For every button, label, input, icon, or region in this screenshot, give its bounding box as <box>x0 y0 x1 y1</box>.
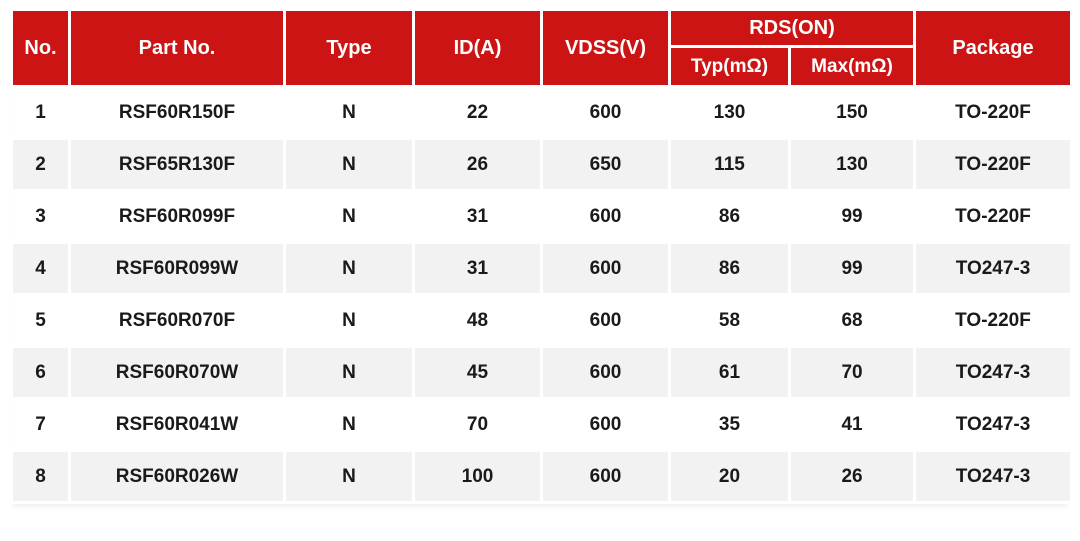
header-row-sub: Typ(mΩ) Max(mΩ) <box>12 45 1072 88</box>
cell-rds-typ: 20 <box>668 449 791 504</box>
cell-id-a: 22 <box>412 85 543 140</box>
cell-rds-max: 99 <box>787 241 917 296</box>
cell-no: 3 <box>10 189 71 244</box>
cell-id-a: 70 <box>412 397 543 452</box>
table-row: 1 RSF60R150F N 22 600 130 150 TO-220F <box>10 85 1074 140</box>
cell-no: 8 <box>10 449 71 504</box>
cell-package: TO-220F <box>913 189 1074 244</box>
cell-rds-max: 130 <box>787 137 917 192</box>
cell-type: N <box>283 293 415 348</box>
cell-package: TO247-3 <box>913 397 1074 452</box>
cell-rds-typ: 35 <box>668 397 791 452</box>
cell-type: N <box>283 345 415 400</box>
table-row: 2 RSF65R130F N 26 650 115 130 TO-220F <box>10 137 1074 192</box>
table-row: 4 RSF60R099W N 31 600 86 99 TO247-3 <box>10 241 1074 296</box>
cell-id-a: 31 <box>412 241 543 296</box>
cell-type: N <box>283 85 415 140</box>
cell-no: 7 <box>10 397 71 452</box>
cell-rds-max: 26 <box>787 449 917 504</box>
cell-type: N <box>283 397 415 452</box>
cell-id-a: 26 <box>412 137 543 192</box>
cell-package: TO-220F <box>913 293 1074 348</box>
cell-rds-max: 41 <box>787 397 917 452</box>
col-header-part-no: Part No. <box>68 8 286 88</box>
cell-rds-typ: 58 <box>668 293 791 348</box>
cell-part-no: RSF60R070W <box>68 345 286 400</box>
table-header: No. Part No. Type ID(A) VDSS(V) RDS(ON) … <box>10 8 1074 88</box>
col-header-vdss-v: VDSS(V) <box>540 8 671 88</box>
cell-vdss-v: 600 <box>540 85 671 140</box>
cell-vdss-v: 600 <box>540 293 671 348</box>
cell-rds-max: 68 <box>787 293 917 348</box>
cell-part-no: RSF60R041W <box>68 397 286 452</box>
cell-type: N <box>283 189 415 244</box>
cell-package: TO247-3 <box>913 345 1074 400</box>
cell-vdss-v: 650 <box>540 137 671 192</box>
col-header-type: Type <box>283 8 415 88</box>
cell-rds-typ: 86 <box>668 241 791 296</box>
cell-no: 1 <box>10 85 71 140</box>
col-header-rds-on-group: RDS(ON) <box>667 8 917 48</box>
col-header-no: No. <box>10 8 71 88</box>
cell-package: TO-220F <box>913 85 1074 140</box>
cell-no: 4 <box>10 241 71 296</box>
cell-part-no: RSF65R130F <box>68 137 286 192</box>
cell-package: TO247-3 <box>913 449 1074 504</box>
cell-vdss-v: 600 <box>540 449 671 504</box>
cell-package: TO247-3 <box>913 241 1074 296</box>
cell-part-no: RSF60R099F <box>68 189 286 244</box>
cell-part-no: RSF60R150F <box>68 85 286 140</box>
cell-rds-max: 70 <box>787 345 917 400</box>
table-body: 1 RSF60R150F N 22 600 130 150 TO-220F 2 … <box>10 85 1074 504</box>
cell-no: 6 <box>10 345 71 400</box>
cell-type: N <box>283 137 415 192</box>
cell-part-no: RSF60R099W <box>68 241 286 296</box>
cell-id-a: 100 <box>412 449 543 504</box>
col-header-rds-max: Max(mΩ) <box>787 45 917 88</box>
cell-vdss-v: 600 <box>540 397 671 452</box>
cell-rds-typ: 61 <box>668 345 791 400</box>
cell-part-no: RSF60R070F <box>68 293 286 348</box>
cell-type: N <box>283 241 415 296</box>
col-header-id-a: ID(A) <box>412 8 543 88</box>
cell-vdss-v: 600 <box>540 241 671 296</box>
cell-type: N <box>283 449 415 504</box>
cell-package: TO-220F <box>913 137 1074 192</box>
cell-id-a: 31 <box>412 189 543 244</box>
mosfet-lineup-table: No. Part No. Type ID(A) VDSS(V) RDS(ON) … <box>10 8 1074 504</box>
cell-id-a: 45 <box>412 345 543 400</box>
cell-rds-typ: 115 <box>668 137 791 192</box>
table-row: 7 RSF60R041W N 70 600 35 41 TO247-3 <box>10 397 1074 452</box>
cell-vdss-v: 600 <box>540 189 671 244</box>
table-row: 6 RSF60R070W N 45 600 61 70 TO247-3 <box>10 345 1074 400</box>
col-header-package: Package <box>913 8 1074 88</box>
header-row-top: No. Part No. Type ID(A) VDSS(V) RDS(ON) … <box>10 8 1074 88</box>
table-row: 8 RSF60R026W N 100 600 20 26 TO247-3 <box>10 449 1074 504</box>
mosfet-lineup-table-wrap: No. Part No. Type ID(A) VDSS(V) RDS(ON) … <box>10 8 1074 504</box>
table-row: 3 RSF60R099F N 31 600 86 99 TO-220F <box>10 189 1074 244</box>
col-header-rds-typ: Typ(mΩ) <box>668 45 791 88</box>
cell-rds-typ: 130 <box>668 85 791 140</box>
table-row: 5 RSF60R070F N 48 600 58 68 TO-220F <box>10 293 1074 348</box>
cell-no: 2 <box>10 137 71 192</box>
cell-rds-max: 99 <box>787 189 917 244</box>
cell-no: 5 <box>10 293 71 348</box>
cell-id-a: 48 <box>412 293 543 348</box>
cell-vdss-v: 600 <box>540 345 671 400</box>
cell-part-no: RSF60R026W <box>68 449 286 504</box>
cell-rds-typ: 86 <box>668 189 791 244</box>
cell-rds-max: 150 <box>787 85 917 140</box>
